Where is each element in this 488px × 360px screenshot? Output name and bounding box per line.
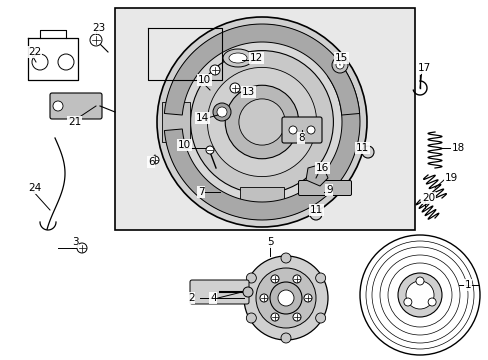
Text: 13: 13 — [242, 87, 255, 97]
Circle shape — [292, 275, 301, 283]
Circle shape — [403, 298, 411, 306]
Text: 11: 11 — [309, 205, 323, 215]
Circle shape — [415, 277, 423, 285]
Text: 5: 5 — [266, 237, 273, 247]
Circle shape — [157, 17, 366, 227]
Text: 19: 19 — [444, 173, 457, 183]
Circle shape — [164, 24, 359, 220]
Circle shape — [256, 268, 315, 328]
FancyBboxPatch shape — [190, 280, 248, 304]
Text: 16: 16 — [315, 163, 328, 173]
Circle shape — [217, 107, 226, 117]
Text: 9: 9 — [325, 185, 332, 195]
Circle shape — [288, 126, 296, 134]
Bar — [162, 102, 190, 142]
Bar — [240, 187, 284, 215]
Circle shape — [58, 54, 74, 70]
Circle shape — [281, 333, 290, 343]
Text: 11: 11 — [355, 143, 368, 153]
Polygon shape — [164, 24, 359, 115]
Polygon shape — [305, 164, 327, 186]
Circle shape — [32, 54, 48, 70]
Circle shape — [270, 313, 279, 321]
Circle shape — [397, 273, 441, 317]
Circle shape — [205, 146, 214, 154]
Polygon shape — [164, 66, 359, 220]
Circle shape — [246, 273, 256, 283]
Text: 10: 10 — [178, 140, 191, 150]
Text: 21: 21 — [68, 117, 81, 127]
Circle shape — [207, 67, 316, 177]
Circle shape — [260, 294, 267, 302]
Circle shape — [427, 298, 435, 306]
Circle shape — [151, 156, 159, 164]
Circle shape — [244, 256, 327, 340]
Circle shape — [243, 287, 252, 297]
Circle shape — [229, 83, 240, 93]
Text: 20: 20 — [421, 193, 434, 203]
Text: 18: 18 — [451, 143, 464, 153]
Text: 2: 2 — [187, 293, 194, 303]
Text: 4: 4 — [209, 293, 216, 303]
Text: 8: 8 — [297, 133, 304, 143]
Circle shape — [246, 313, 256, 323]
Circle shape — [190, 51, 333, 193]
Text: 3: 3 — [72, 237, 79, 247]
Circle shape — [359, 235, 479, 355]
Ellipse shape — [228, 53, 246, 63]
Circle shape — [225, 85, 298, 159]
Text: 22: 22 — [28, 47, 41, 57]
Circle shape — [304, 294, 311, 302]
Circle shape — [405, 281, 433, 309]
Circle shape — [239, 99, 285, 145]
Circle shape — [292, 313, 301, 321]
Text: 23: 23 — [92, 23, 105, 33]
Circle shape — [315, 273, 325, 283]
Circle shape — [361, 146, 373, 158]
Circle shape — [309, 208, 321, 220]
Circle shape — [278, 290, 293, 306]
Circle shape — [331, 57, 347, 73]
Text: 10: 10 — [198, 75, 211, 85]
Text: 14: 14 — [196, 113, 209, 123]
Circle shape — [53, 101, 63, 111]
FancyBboxPatch shape — [298, 180, 351, 195]
Ellipse shape — [223, 49, 252, 67]
Text: 24: 24 — [28, 183, 41, 193]
FancyBboxPatch shape — [282, 117, 321, 143]
Circle shape — [77, 243, 87, 253]
Circle shape — [306, 126, 314, 134]
Bar — [115, 8, 414, 230]
Circle shape — [209, 65, 220, 75]
Text: 6: 6 — [148, 157, 154, 167]
Text: 15: 15 — [334, 53, 347, 63]
FancyBboxPatch shape — [50, 93, 102, 119]
Circle shape — [90, 34, 102, 46]
Text: 7: 7 — [198, 187, 204, 197]
Circle shape — [335, 61, 343, 69]
Text: 17: 17 — [417, 63, 430, 73]
Text: 12: 12 — [249, 53, 263, 63]
Text: 1: 1 — [464, 280, 470, 290]
Circle shape — [269, 282, 302, 314]
Circle shape — [213, 103, 230, 121]
Circle shape — [270, 275, 279, 283]
Circle shape — [281, 253, 290, 263]
Circle shape — [315, 313, 325, 323]
